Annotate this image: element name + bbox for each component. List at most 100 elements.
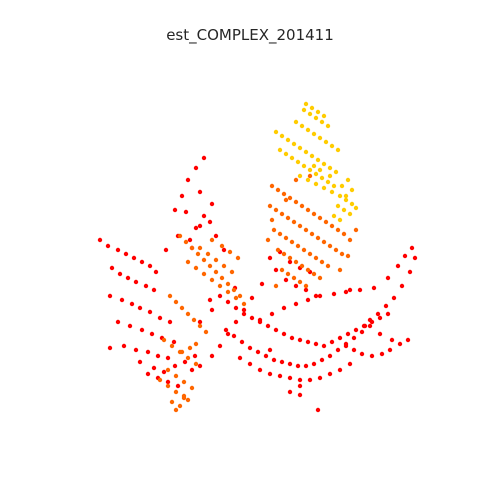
scatter-point [233,305,239,311]
scatter-point [219,243,225,249]
scatter-point [317,293,323,299]
chart-title: est_COMPLEX_201411 [166,26,334,44]
scatter-point [323,139,329,145]
scatter-point [387,347,393,353]
scatter-point [187,237,193,243]
scatter-point [241,301,247,307]
scatter-point [147,263,153,269]
scatter-point [297,145,303,151]
scatter-point [181,379,187,385]
scatter-point [377,331,383,337]
scatter-point [303,101,309,107]
scatter-point [165,383,171,389]
scatter-point [217,293,223,299]
scatter-point [221,263,227,269]
scatter-point [259,281,265,287]
scatter-point [299,263,305,269]
scatter-point [305,127,311,133]
scatter-point [225,281,231,287]
scatter-point [285,215,291,221]
scatter-point [327,371,333,377]
scatter-point [247,361,253,367]
scatter-point [362,323,368,329]
scatter-point [193,341,199,347]
scatter-point [165,367,171,373]
scatter-point [329,223,335,229]
scatter-point [377,315,383,321]
scatter-point [357,287,363,293]
scatter-point [227,249,233,255]
scatter-point [145,371,151,377]
scatter-point [129,301,135,307]
scatter-point [307,377,313,383]
scatter-point [317,275,323,281]
scatter-point [317,375,323,381]
scatter-point [337,367,343,373]
scatter-point [139,327,145,333]
scatter-point [209,201,215,207]
scatter-point [287,259,293,265]
scatter-point [133,279,139,285]
scatter-point [303,149,309,155]
scatter-point [273,267,279,273]
scatter-point [341,231,347,237]
scatter-point [321,239,327,245]
scatter-point [351,347,357,353]
scatter-point [173,389,179,395]
scatter-point [223,327,229,333]
scatter-point [289,335,295,341]
scatter-point [193,225,199,231]
scatter-point [175,383,181,389]
scatter-point [117,271,123,277]
scatter-point [297,279,303,285]
scatter-point [127,323,133,329]
scatter-point [271,357,277,363]
scatter-point [359,329,365,335]
scatter-point [335,203,341,209]
scatter-point [327,165,333,171]
scatter-point [283,277,289,283]
scatter-point [329,339,335,345]
scatter-point [301,163,307,169]
scatter-point [273,207,279,213]
scatter-point [225,331,231,337]
scatter-point [267,203,273,209]
scatter-point [131,255,137,261]
scatter-point [265,237,271,243]
scatter-point [317,215,323,221]
scatter-point [207,263,213,269]
scatter-point [269,183,275,189]
scatter-point [351,335,357,341]
scatter-point [201,155,207,161]
scatter-point [325,179,331,185]
scatter-point [191,317,197,323]
scatter-point [157,315,163,321]
scatter-point [279,267,285,273]
scatter-point [97,237,103,243]
scatter-point [333,169,339,175]
scatter-point [337,217,343,223]
scatter-point [195,251,201,257]
scatter-point [201,213,207,219]
scatter-point [197,323,203,329]
scatter-point [151,287,157,293]
scatter-point [277,147,283,153]
scatter-point [311,361,317,367]
scatter-point [123,251,129,257]
scatter-point [137,359,143,365]
scatter-point [327,353,333,359]
scatter-point [369,353,375,359]
scatter-point [317,135,323,141]
scatter-point [165,379,171,385]
scatter-point [225,289,231,295]
scatter-point [289,155,295,161]
scatter-point [225,299,231,305]
scatter-point [231,333,237,339]
scatter-point [349,201,355,207]
scatter-point [343,197,349,203]
scatter-point [171,339,177,345]
scatter-point [185,355,191,361]
scatter-point [165,355,171,361]
scatter-point [181,393,187,399]
